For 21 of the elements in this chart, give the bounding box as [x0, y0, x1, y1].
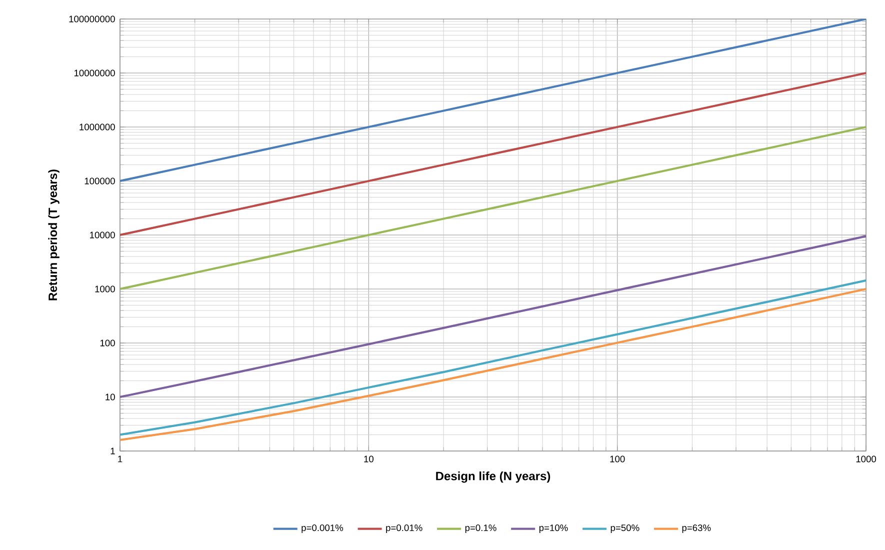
x-axis-title: Design life (N years) [436, 471, 550, 483]
y-tick-label: 1 [110, 448, 115, 454]
y-tick-label: 100000000 [69, 16, 115, 22]
x-tick-label: 100 [610, 456, 625, 462]
x-tick-label: 1000 [856, 456, 876, 462]
y-axis-title: Return period (T years) [48, 170, 60, 300]
x-tick-label: 10 [364, 456, 374, 462]
legend-label: p=0.01% [386, 524, 422, 533]
legend-label: p=0.001% [302, 524, 344, 533]
legend-label: p=10% [539, 524, 568, 533]
x-tick-label: 1 [118, 456, 122, 462]
y-tick-label: 10000 [90, 232, 115, 238]
y-tick-label: 10000000 [74, 70, 115, 76]
y-tick-label: 100000 [84, 178, 115, 184]
legend-label: p=63% [682, 524, 711, 533]
y-tick-label: 1000000 [80, 124, 115, 130]
y-tick-label: 10 [106, 394, 115, 400]
legend-label: p=50% [610, 524, 640, 533]
y-tick-label: 100 [100, 340, 115, 346]
legend-label: p=0.1% [465, 524, 496, 533]
y-tick-label: 1000 [95, 286, 115, 292]
